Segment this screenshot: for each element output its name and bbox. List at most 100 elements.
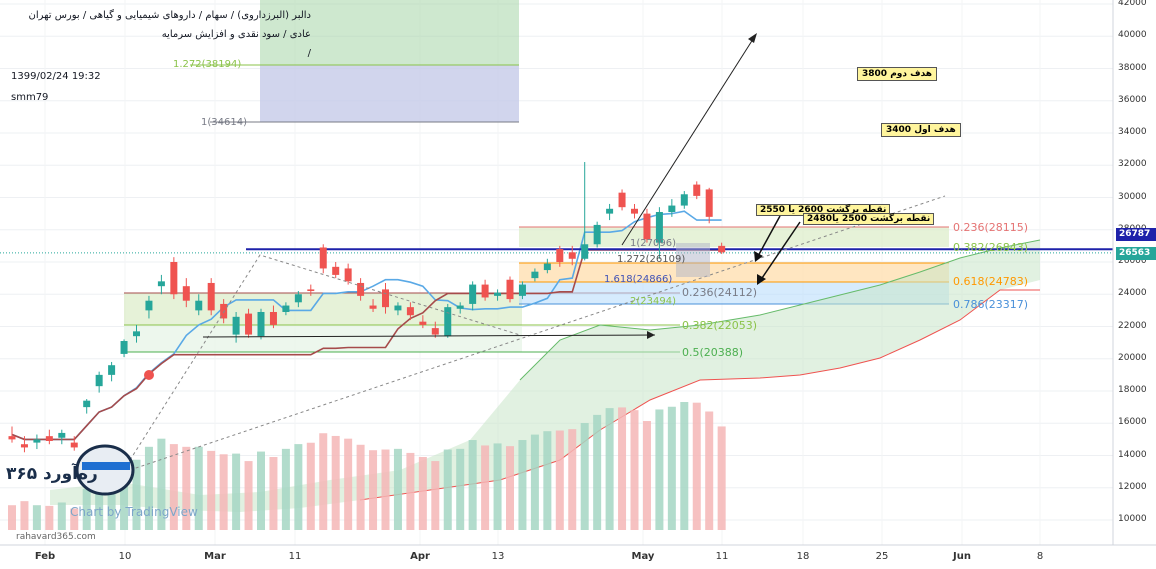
- candle-body: [282, 305, 290, 312]
- volume-bar: [680, 402, 689, 530]
- candle-body: [668, 205, 676, 213]
- candle-body: [170, 262, 178, 295]
- candles: [8, 162, 726, 453]
- volume-bar: [481, 445, 490, 530]
- candle-body: [344, 268, 352, 282]
- volume-bar: [555, 430, 564, 530]
- volume-bar: [456, 448, 465, 530]
- candle-body: [294, 294, 302, 303]
- volume-bar: [717, 426, 726, 530]
- candle-body: [680, 194, 688, 206]
- last-price-tag: 26563: [1116, 247, 1156, 260]
- candle-body: [481, 284, 489, 298]
- volume-bar: [418, 457, 427, 530]
- kumo-cloud: [50, 240, 1040, 512]
- price-tick-label: 16000: [1118, 417, 1147, 428]
- fib-zone-right-2: [519, 263, 949, 282]
- candle-body: [431, 328, 439, 335]
- candle-body: [45, 436, 53, 441]
- fib-right-label: 0.5(20388): [682, 346, 744, 359]
- fib-upper-label: 1.272(38194): [173, 59, 242, 70]
- fib-mid-label: 1(27096): [630, 238, 676, 249]
- candle-body: [357, 282, 365, 296]
- candle-body: [631, 208, 638, 214]
- candle-body: [307, 289, 315, 292]
- candle-body: [33, 439, 41, 443]
- time-tick-label: Mar: [204, 551, 226, 562]
- candle-body: [207, 282, 215, 311]
- price-tick-label: 42000: [1118, 0, 1147, 8]
- volume-bar: [182, 446, 191, 530]
- brand-logo-icon: [75, 444, 135, 496]
- price-tick-label: 14000: [1118, 449, 1147, 460]
- fib-zone-lower-1: [124, 293, 522, 325]
- candle-body: [133, 331, 140, 337]
- volume-bar: [468, 440, 477, 530]
- brand-logo-text: ره‌آورد ۳۶۵: [6, 464, 98, 484]
- volume-bar: [207, 450, 216, 530]
- candle-body: [145, 300, 153, 311]
- volume-bar: [369, 450, 378, 530]
- candle-body: [506, 279, 514, 300]
- volume-bar: [356, 444, 365, 530]
- volume-bar: [269, 457, 278, 530]
- brand-url: rahavard365.com: [16, 532, 96, 542]
- candle-body: [332, 266, 340, 275]
- candle-body: [581, 244, 589, 259]
- candle-body: [531, 271, 539, 279]
- horizontal-ray: [202, 334, 656, 338]
- volume-bar: [393, 448, 402, 530]
- arrow-head: [757, 274, 766, 285]
- candle-body: [394, 305, 402, 311]
- arrow-head: [647, 331, 655, 339]
- candle-body: [543, 263, 551, 271]
- drawing-tools: [75, 33, 946, 496]
- time-tick-label: 11: [288, 551, 302, 562]
- volume-bar: [294, 444, 303, 530]
- price-tick-label: 18000: [1118, 385, 1147, 395]
- price-tick-label: 34000: [1118, 127, 1147, 137]
- volume-bar: [132, 459, 141, 530]
- fib-right-label: 0.236(28115): [953, 221, 1029, 234]
- candle-body: [20, 444, 28, 448]
- candle-body: [182, 286, 190, 301]
- candle-body: [95, 374, 103, 387]
- volume-bar: [8, 505, 16, 530]
- candle-body: [257, 311, 265, 337]
- candle-body: [369, 305, 377, 309]
- volume-bar: [642, 421, 651, 530]
- volume-bar: [593, 414, 602, 530]
- fib-right-label: 0.786(23317): [953, 298, 1029, 311]
- time-tick-label: 8: [1036, 551, 1044, 562]
- volume-bar: [692, 402, 701, 530]
- volume-bar: [518, 440, 527, 530]
- volume-bar: [306, 442, 315, 530]
- time-tick-label: 13: [491, 551, 505, 562]
- volume-bars: [8, 402, 726, 530]
- volume-bar: [194, 446, 203, 530]
- time-tick-label: 11: [715, 551, 729, 562]
- fib-upper-label: 1(34614): [201, 117, 247, 128]
- volume-bar: [57, 502, 66, 530]
- price-tick-label: 20000: [1118, 352, 1147, 363]
- volume-bar: [70, 508, 79, 530]
- volume-bar: [95, 478, 104, 530]
- fib-mid-label: 2(23494): [630, 296, 676, 307]
- target-1-label: هدف اول 3400: [881, 123, 961, 137]
- volume-bar: [705, 411, 714, 530]
- volume-bar: [568, 429, 577, 530]
- volume-bar: [655, 409, 664, 530]
- volume-bar: [244, 461, 253, 530]
- candle-body: [705, 189, 713, 217]
- time-tick-label: Jun: [953, 551, 971, 562]
- symbol-subtitle-2: /: [307, 48, 311, 59]
- candle-body: [419, 321, 427, 325]
- volume-bar: [82, 488, 91, 530]
- candle-body: [406, 307, 414, 316]
- volume-bar: [618, 407, 627, 530]
- price-tick-label: 30000: [1118, 191, 1147, 202]
- candle-body: [693, 184, 701, 196]
- time-tick-label: 25: [875, 551, 889, 562]
- symbol-subtitle: عادی / سود نقدی و افزایش سرمایه: [161, 29, 311, 40]
